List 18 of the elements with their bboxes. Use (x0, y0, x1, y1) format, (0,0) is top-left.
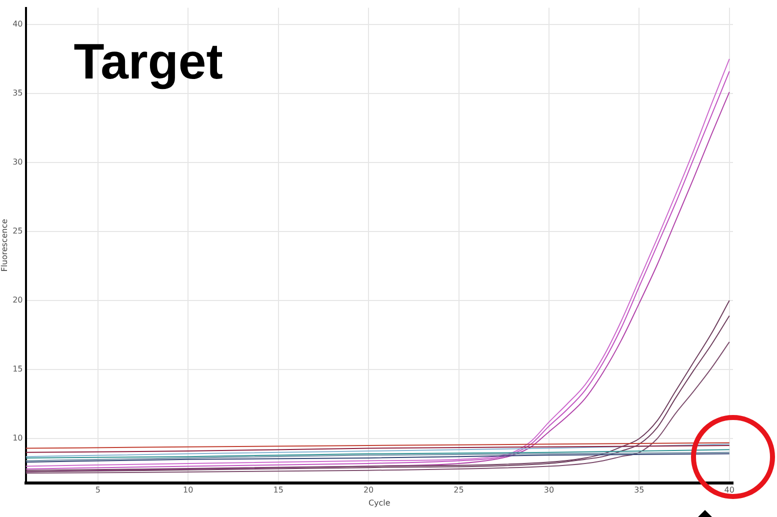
annotation: Target (74, 34, 224, 90)
x-tick-label: 5 (95, 486, 100, 495)
y-tick-label: 25 (12, 226, 23, 236)
y-axis-title: Fluorescence (0, 218, 9, 272)
x-tick-label: 15 (273, 486, 284, 495)
y-tick-label: 30 (12, 158, 23, 167)
x-tick-label: 30 (544, 486, 554, 495)
y-tick-label: 40 (12, 19, 23, 28)
y-tick-label: 35 (12, 88, 23, 98)
x-axis-title: Cycle (368, 498, 390, 508)
x-tick-label: 10 (183, 486, 194, 495)
x-tick-label: 25 (454, 486, 464, 495)
x-tick-label: 20 (363, 486, 374, 495)
y-tick-label: 15 (12, 364, 23, 374)
x-tick-label: 35 (634, 486, 644, 495)
y-tick-label: 20 (12, 296, 23, 305)
x-tick-label: 40 (724, 486, 734, 495)
y-tick-label: 10 (12, 434, 23, 443)
